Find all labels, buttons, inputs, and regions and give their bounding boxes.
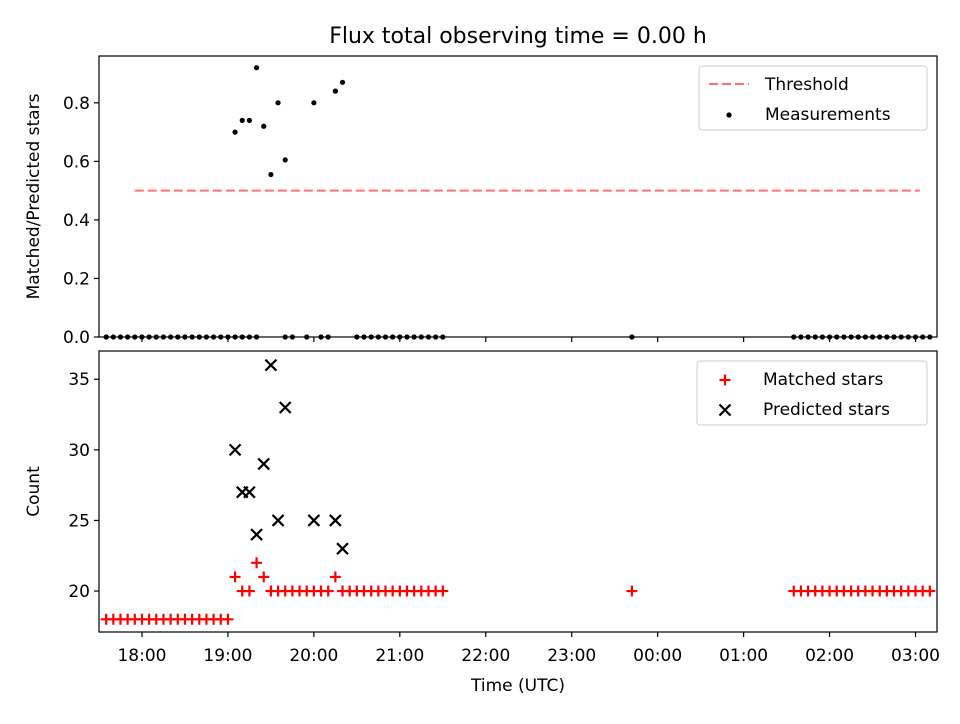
legend-matched-handle [719, 374, 731, 386]
matched-star-point [251, 557, 263, 569]
y-tick-label: 35 [68, 370, 90, 390]
top-y-axis-label: Matched/Predicted stars [24, 93, 44, 299]
y-tick-label: 20 [68, 582, 90, 602]
measurement-point [282, 157, 288, 163]
measurement-point [253, 65, 260, 71]
measurement-point [311, 100, 317, 106]
top-panel: 0.0 0.2 0.4 0.6 0.8 Matched/Predicted stars Th… [24, 55, 938, 348]
matched-star-point [222, 613, 234, 625]
matched-star-point [243, 585, 255, 597]
measurement-point [261, 123, 267, 129]
y-tick-label: 0.8 [63, 94, 90, 114]
legend-box [698, 65, 928, 131]
bottom-axes-frame [98, 350, 938, 633]
predicted-star-point [336, 542, 349, 555]
matched-star-point [924, 585, 936, 597]
y-tick-label: 30 [68, 441, 90, 461]
legend-measurement-handle [726, 112, 732, 118]
legend-label: Measurements [765, 105, 891, 125]
x-tick-label: 00:00 [633, 646, 682, 666]
matched-star-point [258, 571, 270, 583]
x-tick-label: 19:00 [203, 646, 252, 666]
y-tick-label: 0.4 [63, 211, 90, 231]
matched-star-point [329, 571, 341, 583]
x-axis-label: Time (UTC) [470, 676, 565, 696]
measurement-point [268, 171, 274, 178]
bottom-marks [100, 358, 936, 625]
top-axes-frame [98, 55, 938, 338]
measurement-point [339, 79, 346, 85]
matched-star-point [626, 585, 638, 597]
top-legend: Threshold Measurements [698, 65, 928, 131]
matched-star-point [437, 585, 449, 597]
x-tick-label: 01:00 [719, 646, 768, 666]
x-tick-label: 22:00 [461, 646, 510, 666]
y-tick-label: 25 [68, 511, 90, 531]
predicted-star-point [257, 457, 271, 471]
measurement-point [275, 100, 281, 106]
matched-star-point [322, 585, 334, 597]
legend-predicted-handle [718, 403, 732, 417]
bottom-panel: 20 25 30 35 18:00 19:00 20:00 21:00 22:00 23:00 00… [24, 350, 940, 696]
legend-label: Predicted stars [763, 400, 890, 420]
y-tick-label: 0.6 [63, 152, 90, 172]
legend-box [696, 360, 928, 426]
measurement-point [232, 129, 238, 135]
x-tick-label: 21:00 [375, 646, 424, 666]
matched-star-point [229, 571, 241, 583]
measurement-point [239, 117, 245, 123]
predicted-star-point [243, 485, 256, 499]
x-tick-label: 18:00 [117, 646, 166, 666]
predicted-star-point [329, 514, 342, 527]
predicted-star-point [264, 358, 278, 372]
y-tick-label: 0.2 [63, 269, 90, 289]
legend-label: Threshold [764, 75, 849, 95]
predicted-star-point [307, 514, 321, 527]
bottom-legend: Matched stars Predicted stars [696, 360, 928, 426]
predicted-star-point [271, 514, 285, 527]
predicted-star-point [228, 443, 242, 457]
bottom-y-axis-label: Count [24, 466, 44, 517]
legend-label: Matched stars [763, 370, 883, 390]
x-tick-label: 02:00 [805, 646, 854, 666]
measurement-point [332, 88, 338, 94]
predicted-star-point [250, 528, 263, 541]
y-tick-label: 0.0 [63, 328, 90, 348]
chart-title: Flux total observing time = 0.00 h [329, 24, 707, 49]
x-tick-label: 23:00 [547, 646, 596, 666]
measurement-point [246, 117, 253, 123]
predicted-star-point [278, 401, 292, 414]
x-tick-label: 03:00 [891, 646, 940, 666]
x-tick-label: 20:00 [289, 646, 338, 666]
